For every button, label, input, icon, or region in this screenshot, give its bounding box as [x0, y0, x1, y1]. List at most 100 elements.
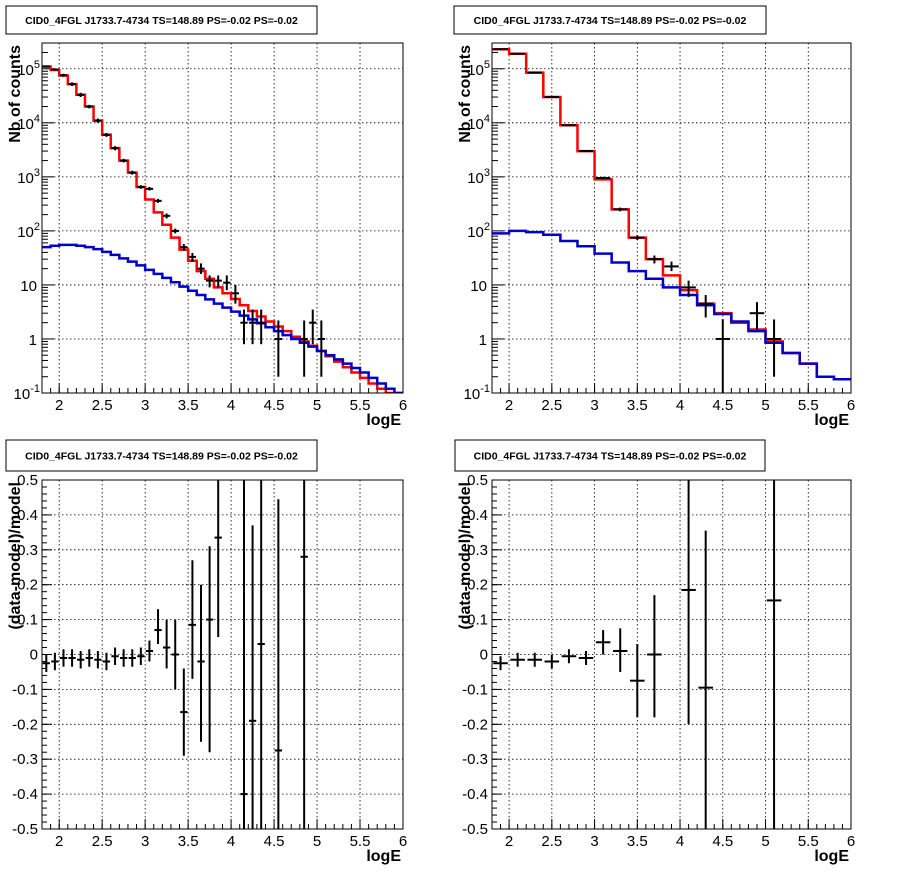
- x-tick-label: 2.5: [541, 833, 562, 850]
- y-tick-label: -0.4: [12, 786, 38, 803]
- chart-title: CID0_4FGL J1733.7-4734 TS=148.89 PS=-0.0…: [474, 451, 747, 463]
- model-background-step-line: [492, 229, 851, 381]
- x-tick-label: 5: [313, 833, 321, 850]
- y-tick-label: 0.5: [467, 472, 488, 489]
- y-axis-title: Nb of counts: [457, 45, 474, 143]
- x-tick-label: 2.5: [92, 397, 113, 414]
- chart-panel-3: 2 2.5 3 3.5 4 4.5 5 5.5 6 -0.5 -0.4 -0.3 -0.2 -0.1 0 0.…: [5, 439, 407, 865]
- y-axis-title: (data-model)/model: [7, 482, 24, 630]
- y-tick-label: 103: [467, 167, 490, 187]
- plot-area: [493, 480, 782, 829]
- x-tick-label: 4: [227, 833, 235, 850]
- y-tick-label: 0: [30, 647, 38, 664]
- y-tick-label: 0.1: [467, 612, 488, 629]
- x-tick-label: 6: [847, 397, 855, 414]
- x-tick-label: 4.5: [264, 833, 285, 850]
- y-tick-label: 0.3: [17, 542, 38, 559]
- x-tick-label: 6: [847, 833, 855, 850]
- x-tick-label: 4.5: [712, 833, 733, 850]
- plot-frame: [41, 42, 404, 394]
- plot-frame: [491, 42, 852, 394]
- x-tick-label: 5.5: [798, 397, 819, 414]
- x-axis-title: logE: [366, 848, 401, 865]
- x-tick-label: 5.5: [798, 833, 819, 850]
- y-tick-label: 0.4: [17, 507, 38, 524]
- x-tick-label: 6: [399, 397, 407, 414]
- x-tick-label: 3.5: [627, 833, 648, 850]
- y-tick-label: 103: [17, 167, 40, 187]
- y-tick-label: 10: [20, 278, 37, 295]
- y-tick-label: 10-1: [14, 383, 40, 403]
- x-tick-label: 4: [227, 397, 235, 414]
- chart-title: CID0_4FGL J1733.7-4734 TS=148.89 PS=-0.0…: [25, 451, 298, 463]
- y-tick-label: -0.3: [12, 751, 38, 768]
- x-tick-label: 3.5: [178, 833, 199, 850]
- x-tick-label: 5: [761, 833, 769, 850]
- x-tick-label: 2: [55, 397, 63, 414]
- x-tick-label: 3.5: [178, 397, 199, 414]
- y-tick-label: 105: [17, 59, 40, 79]
- y-tick-label: -0.1: [462, 681, 488, 698]
- y-tick-label: 0.4: [467, 507, 488, 524]
- y-tick-label: 102: [17, 221, 40, 241]
- x-tick-label: 2.5: [541, 397, 562, 414]
- x-tick-label: 2: [505, 397, 513, 414]
- x-tick-label: 2: [505, 833, 513, 850]
- chart-title-box: [5, 5, 318, 35]
- chart-panel-4: 2 2.5 3 3.5 4 4.5 5 5.5 6 -0.5 -0.4 -0.3 -0.2 -0.1 0 0.…: [454, 439, 855, 865]
- model-total-step-line: [492, 47, 851, 381]
- y-tick-label: 0.5: [17, 472, 38, 489]
- x-tick-label: 4.5: [712, 397, 733, 414]
- plot-area: [42, 65, 403, 393]
- model-background-step-line: [42, 243, 403, 393]
- y-tick-label: 0.2: [17, 577, 38, 594]
- y-tick-label: 10: [470, 278, 487, 295]
- y-tick-label: 102: [467, 221, 490, 241]
- x-tick-label: 3: [141, 833, 149, 850]
- y-tick-label: 0.3: [467, 542, 488, 559]
- y-tick-label: 104: [467, 113, 490, 133]
- y-tick-label: -0.2: [12, 716, 38, 733]
- y-tick-label: -0.1: [12, 681, 38, 698]
- x-tick-label: 3.5: [627, 397, 648, 414]
- x-tick-label: 2.5: [92, 833, 113, 850]
- y-tick-label: -0.3: [462, 751, 488, 768]
- x-tick-label: 4: [676, 833, 684, 850]
- plot-area: [492, 47, 851, 393]
- y-tick-label: 0: [480, 647, 488, 664]
- x-tick-label: 3: [590, 397, 598, 414]
- x-axis-title: logE: [814, 848, 849, 865]
- chart-title: CID0_4FGL J1733.7-4734 TS=148.89 PS=-0.0…: [474, 15, 747, 27]
- y-tick-label: 0.2: [467, 577, 488, 594]
- x-axis-title: logE: [814, 412, 849, 429]
- plot-area: [42, 480, 308, 829]
- y-axis-title: (data-model)/model: [457, 482, 474, 630]
- y-tick-label: 1: [479, 332, 487, 349]
- chart-panel-1: 2 2.5 3 3.5 4 4.5 5 5.5 6 10-1 1 10 102 103 104 105 logE…: [5, 5, 407, 429]
- chart-panel-2: 2 2.5 3 3.5 4 4.5 5 5.5 6 10-1 1 10 102 103 104 105 logE…: [453, 5, 855, 429]
- x-axis-title: logE: [366, 412, 401, 429]
- chart-title: CID0_4FGL J1733.7-4734 TS=148.89 PS=-0.0…: [25, 15, 298, 27]
- x-tick-label: 5: [761, 397, 769, 414]
- y-tick-label: 105: [467, 59, 490, 79]
- x-tick-label: 3: [590, 833, 598, 850]
- x-tick-label: 5: [313, 397, 321, 414]
- chart-title-box: [454, 439, 766, 472]
- chart-title-box: [5, 439, 318, 472]
- x-tick-label: 6: [399, 833, 407, 850]
- y-tick-label: -0.2: [462, 716, 488, 733]
- y-tick-label: -0.4: [462, 786, 488, 803]
- chart-title-box: [453, 5, 767, 35]
- y-tick-label: 104: [17, 113, 40, 133]
- model-total-step-line: [42, 65, 403, 393]
- x-tick-label: 2: [55, 833, 63, 850]
- y-axis-title: Nb of counts: [7, 45, 24, 143]
- x-tick-label: 5.5: [350, 833, 371, 850]
- y-tick-label: -0.5: [12, 821, 38, 838]
- y-tick-label: 0.1: [17, 612, 38, 629]
- x-tick-label: 5.5: [350, 397, 371, 414]
- x-tick-label: 4.5: [264, 397, 285, 414]
- y-tick-label: 10-1: [464, 383, 490, 403]
- y-tick-label: -0.5: [462, 821, 488, 838]
